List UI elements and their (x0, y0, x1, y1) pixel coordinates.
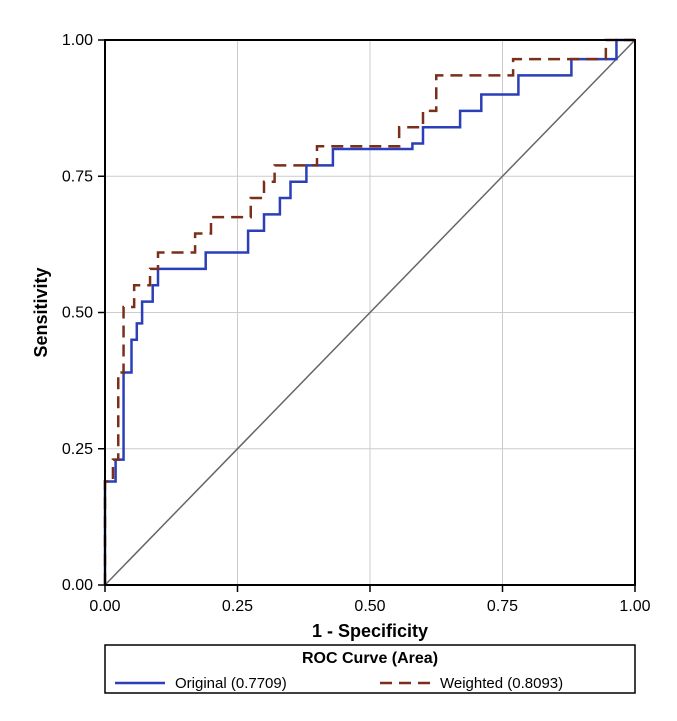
legend-title: ROC Curve (Area) (302, 650, 438, 667)
roc-svg: 0.00 0.25 0.50 0.75 1.00 0.00 0.25 0.50 0.75 1.00… (20, 20, 660, 700)
ytick-label: 0.00 (62, 577, 93, 594)
roc-chart: 0.00 0.25 0.50 0.75 1.00 0.00 0.25 0.50 0.75 1.00… (20, 20, 660, 700)
ytick-label: 0.75 (62, 168, 93, 185)
xtick-label: 0.00 (89, 598, 120, 615)
legend-label-original: Original (0.7709) (175, 675, 287, 692)
ytick-label: 1.00 (62, 32, 93, 49)
xtick-label: 0.75 (487, 598, 518, 615)
legend-label-weighted: Weighted (0.8093) (440, 675, 563, 692)
ytick-label: 0.25 (62, 441, 93, 458)
ytick-label: 0.50 (62, 305, 93, 322)
x-axis-label: 1 - Specificity (312, 621, 428, 641)
xtick-label: 1.00 (619, 598, 650, 615)
y-axis-label: Sensitivity (31, 267, 51, 357)
xtick-label: 0.50 (354, 598, 385, 615)
xtick-label: 0.25 (222, 598, 253, 615)
